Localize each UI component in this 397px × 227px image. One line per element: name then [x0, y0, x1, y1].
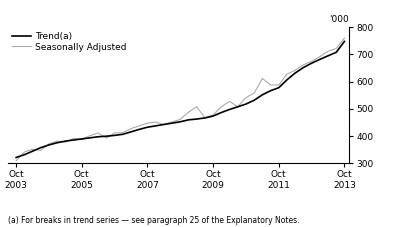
- Text: '000: '000: [330, 15, 349, 25]
- Text: (a) For breaks in trend series — see paragraph 25 of the Explanatory Notes.: (a) For breaks in trend series — see par…: [8, 216, 299, 225]
- Legend: Trend(a), Seasonally Adjusted: Trend(a), Seasonally Adjusted: [12, 32, 127, 52]
